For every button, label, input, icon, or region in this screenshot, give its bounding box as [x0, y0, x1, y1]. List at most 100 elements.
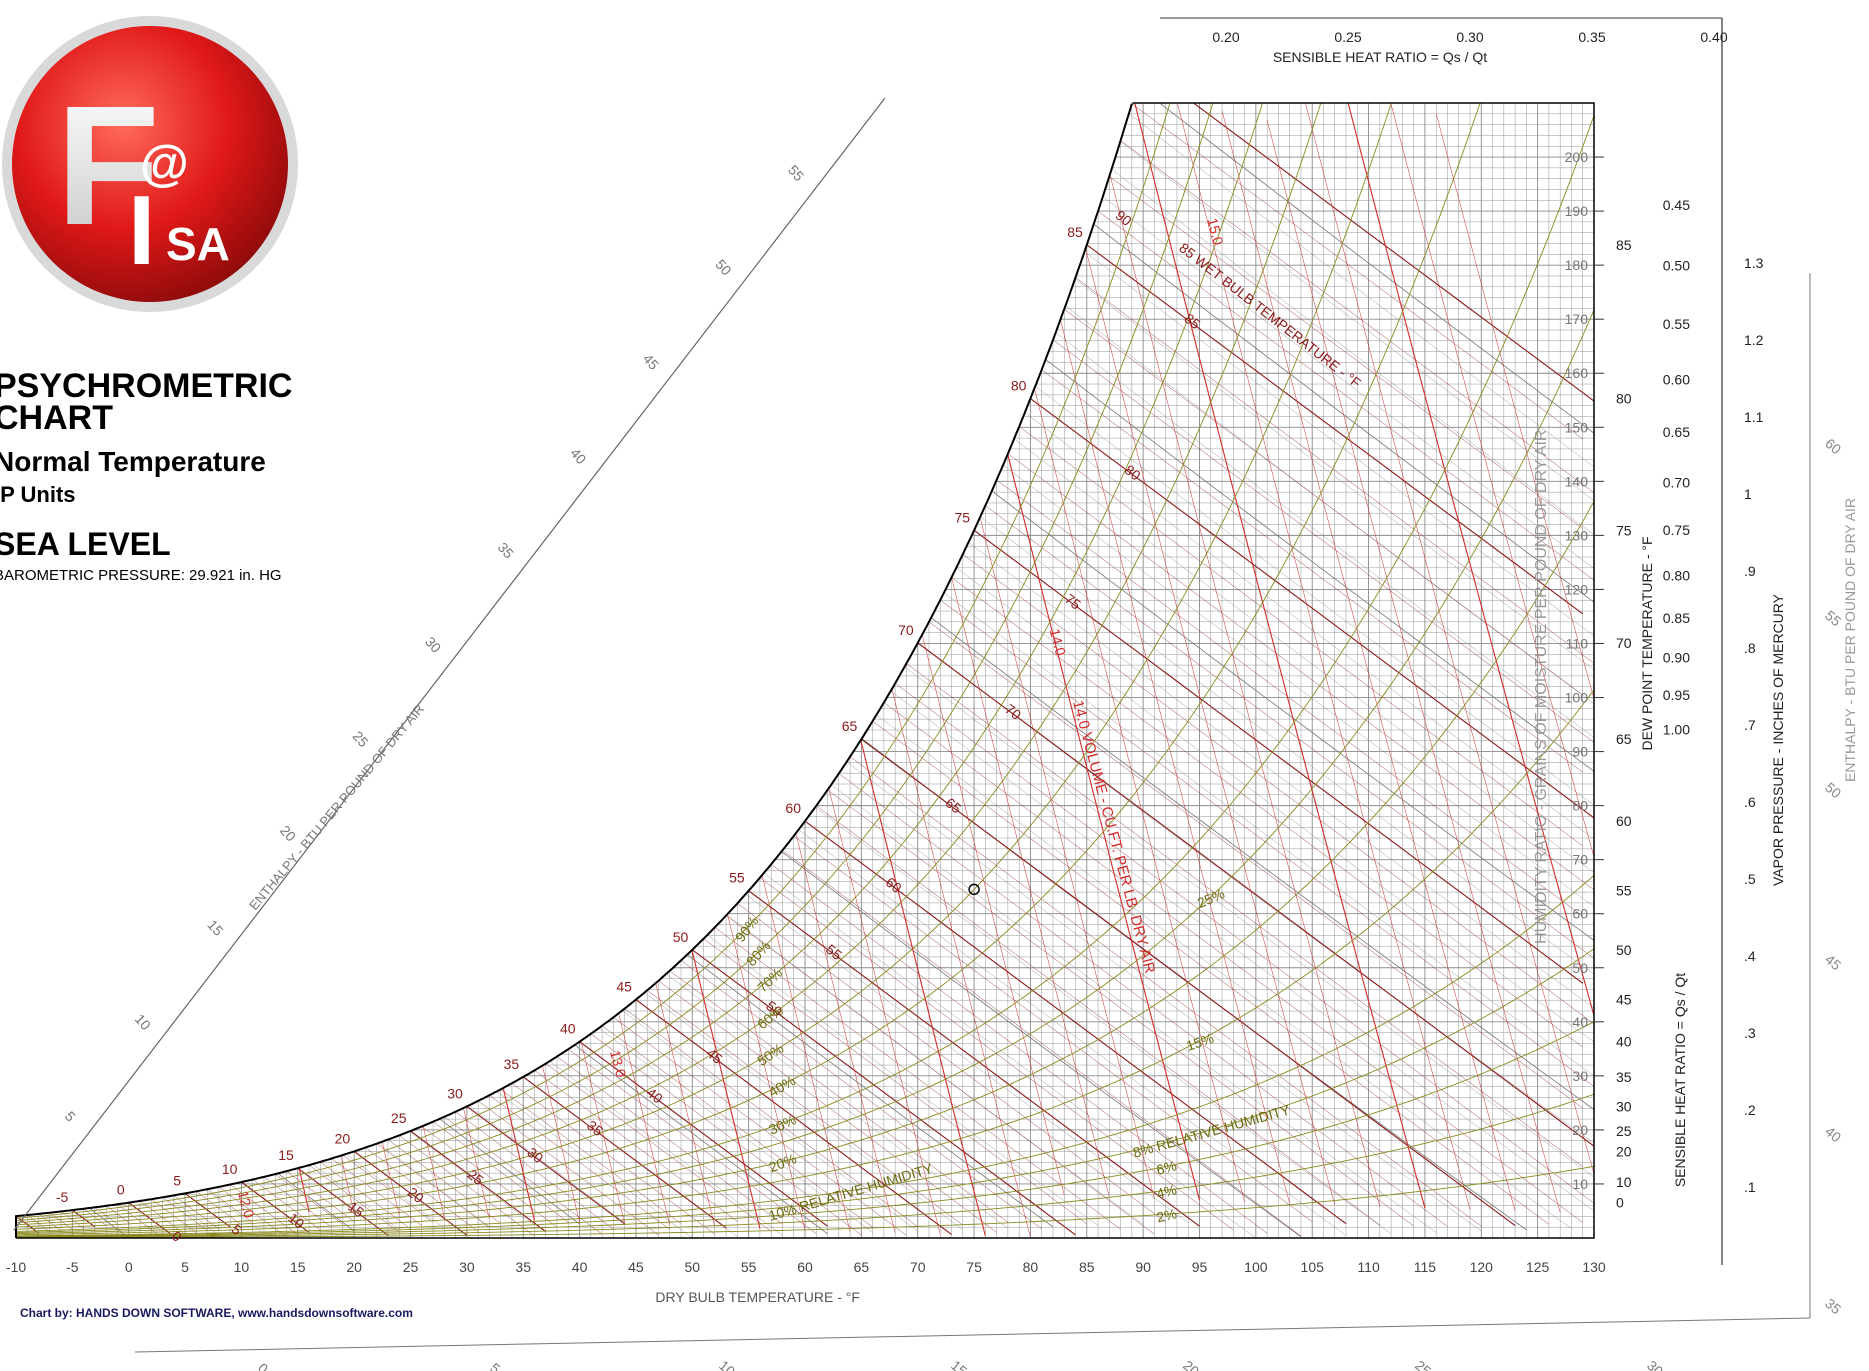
- x-tick-label: 90: [1135, 1259, 1151, 1275]
- humidity-tick-label: 20: [1572, 1122, 1588, 1138]
- volume-line: [1266, 119, 1561, 1213]
- enthalpy-scale-label: 50: [712, 256, 734, 278]
- vapor-pressure-tick: 1: [1744, 486, 1752, 502]
- humidity-tick-label: 50: [1572, 960, 1588, 976]
- wet-bulb-line: [331, 1158, 422, 1226]
- humidity-tick-label: 200: [1565, 149, 1589, 165]
- enthalpy-right-label: 35: [1822, 1295, 1844, 1317]
- humidity-tick-label: 140: [1565, 473, 1589, 489]
- volume-line: [872, 103, 1155, 1199]
- saturation-label: 70: [898, 622, 914, 638]
- x-tick-label: 45: [628, 1259, 644, 1275]
- saturation-label: 85: [1067, 224, 1083, 240]
- wet-bulb-line: [444, 1116, 603, 1235]
- volume-line: [1345, 103, 1594, 1016]
- dew-point-tick-label: 75: [1616, 522, 1632, 538]
- saturation-label: 30: [447, 1085, 463, 1101]
- wet-bulb-line: [973, 529, 1584, 984]
- wet-bulb-line: [196, 1191, 242, 1226]
- dew-point-tick-label: 85: [1616, 237, 1632, 253]
- wet-bulb-line: [579, 1041, 828, 1227]
- outer-layer: [13, 17, 1811, 1353]
- enthalpy-scale-label: 25: [349, 728, 371, 750]
- enthalpy-scale-label: 55: [785, 162, 807, 184]
- saturation-label: 0: [117, 1182, 125, 1198]
- rh-curve: [16, 689, 1594, 1236]
- x-tick-label: 20: [346, 1259, 362, 1275]
- rh-label: 40%: [766, 1072, 798, 1100]
- enthalpy-bottom-label: 30: [1644, 1357, 1666, 1371]
- enthalpy-scale-label: 30: [422, 634, 444, 656]
- vapor-pressure-tick: 1.3: [1744, 255, 1764, 271]
- humidity-tick-label: 120: [1565, 581, 1589, 597]
- shr-right-tick: 0.50: [1663, 258, 1690, 274]
- logo-sa-letters: SA: [166, 218, 230, 270]
- shr-right-tick: 0.60: [1663, 371, 1690, 387]
- enthalpy-scale-label: 20: [277, 822, 299, 844]
- shr-right-tick: 1.00: [1663, 722, 1690, 738]
- saturation-label: 65: [842, 718, 858, 734]
- x-tick-label: 60: [797, 1259, 813, 1275]
- rh-curve: [16, 103, 1178, 1219]
- x-tick-label: 70: [910, 1259, 926, 1275]
- volume-label: 14.0: [1047, 627, 1070, 658]
- shr-top-tick: 0.20: [1212, 29, 1239, 45]
- rh-label: 2%: [1155, 1205, 1178, 1225]
- wet-bulb-90-label: 90: [1113, 207, 1135, 229]
- enthalpy-bottom-scale: [134, 1317, 1811, 1353]
- shr-top-label: SENSIBLE HEAT RATIO = Qs / Qt: [1273, 49, 1487, 65]
- enthalpy-bottom-label: 0: [255, 1360, 271, 1371]
- reference-point: [968, 883, 980, 896]
- wet-bulb-line: [522, 1076, 727, 1229]
- x-tick-label: 80: [1023, 1259, 1039, 1275]
- enthalpy-line: [1097, 103, 1594, 468]
- wet-bulb-line: [275, 1173, 343, 1225]
- x-tick-label: 50: [684, 1259, 700, 1275]
- wet-bulb-line: [816, 805, 1380, 1226]
- dew-point-axis-label: DEW POINT TEMPERATURE - °F: [1639, 536, 1655, 750]
- x-tick-label: 5: [181, 1259, 189, 1275]
- rh-curve: [16, 1021, 1594, 1238]
- enthalpy-bottom-label: 25: [1412, 1357, 1434, 1371]
- wet-bulb-line: [128, 1202, 175, 1237]
- x-tick-label: 55: [741, 1259, 757, 1275]
- wet-bulb-line: [1007, 453, 1594, 890]
- x-tick-label: 65: [854, 1259, 870, 1275]
- volume-line: [1300, 103, 1594, 1174]
- fisa-logo: F @ I SA: [0, 12, 306, 317]
- vapor-pressure-label: VAPOR PRESSURE - INCHES OF MERCURY: [1770, 593, 1786, 886]
- volume-line: [1086, 103, 1381, 1207]
- rh-curve: [16, 103, 1330, 1226]
- shr-right-tick: 0.95: [1663, 687, 1690, 703]
- enthalpy-line: [16, 937, 400, 1230]
- wet-bulb-axis-label: 85 WET BULB TEMPERATURE - °F: [1176, 239, 1364, 391]
- wet-bulb-line: [793, 835, 1313, 1222]
- shr-right-tick: 0.70: [1663, 475, 1690, 491]
- shr-top-tick: 0.30: [1456, 29, 1483, 45]
- dew-point-tick-label: 55: [1616, 883, 1632, 899]
- humidity-tick-label: 180: [1565, 257, 1589, 273]
- dew-point-tick-label: 40: [1616, 1034, 1632, 1050]
- enthalpy-line: [1142, 103, 1594, 434]
- wet-bulb-line: [1120, 140, 1594, 493]
- rh-curve: [16, 948, 1594, 1237]
- x-tick-label: 100: [1244, 1259, 1268, 1275]
- enthalpy-left-scale: [13, 97, 886, 1231]
- wet-bulb-line: [635, 999, 952, 1235]
- enthalpy-scale-label: 10: [132, 1011, 154, 1033]
- humidity-tick-label: 30: [1572, 1068, 1588, 1084]
- wet-bulb-line: [568, 1049, 817, 1234]
- enthalpy-left-label: ENTHALPY - BTU PER POUND OF DRY AIR: [246, 701, 427, 913]
- wet-bulb-line: [759, 877, 1234, 1231]
- wet-bulb-lines: [16, 103, 1594, 1238]
- vapor-pressure-tick: .9: [1744, 563, 1756, 579]
- shr-right-tick: 0.90: [1663, 650, 1690, 666]
- wet-bulb-line: [680, 960, 1042, 1229]
- dew-point-tick-label: 0: [1616, 1195, 1624, 1211]
- dew-point-tick-label: 30: [1616, 1098, 1632, 1114]
- wet-bulb-line: [478, 1100, 659, 1236]
- wet-bulb-line: [1131, 103, 1583, 440]
- enthalpy-bottom-label: 15: [948, 1357, 970, 1371]
- enthalpy-scale-label: 5: [62, 1108, 79, 1125]
